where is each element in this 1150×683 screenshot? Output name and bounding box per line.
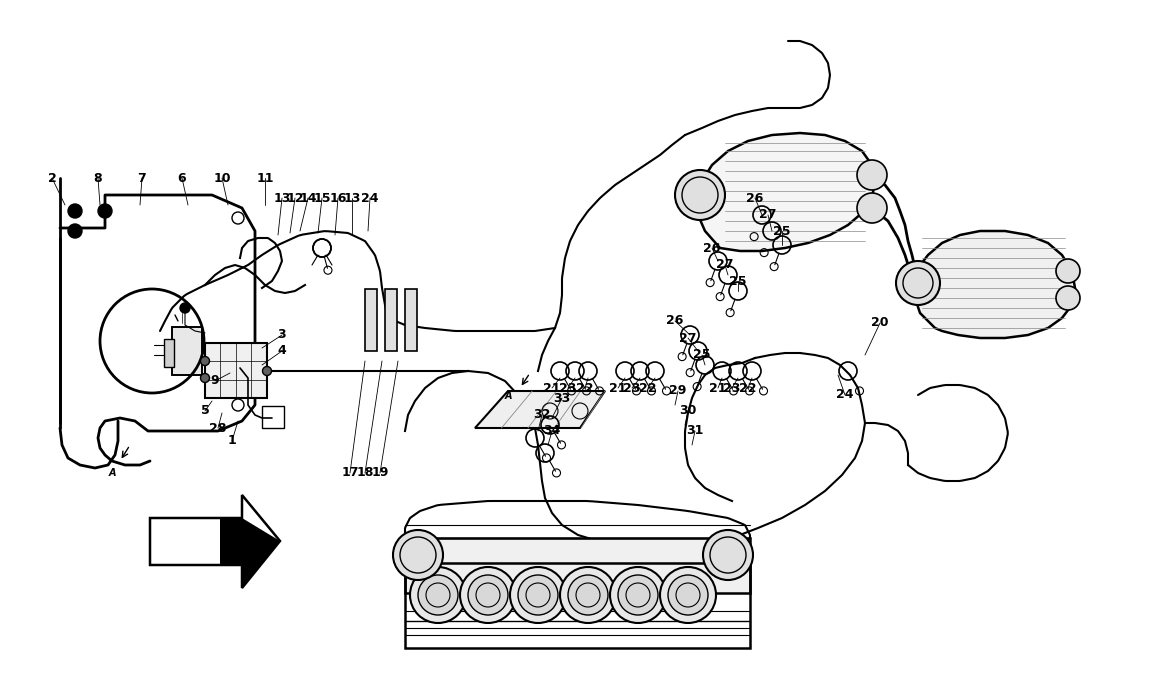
Bar <box>365 289 377 351</box>
Bar <box>172 327 202 375</box>
Circle shape <box>1056 259 1080 283</box>
Text: 24: 24 <box>361 191 378 204</box>
Circle shape <box>262 367 271 376</box>
Polygon shape <box>475 391 605 428</box>
Text: 11: 11 <box>256 171 274 184</box>
Text: 4: 4 <box>277 344 286 357</box>
Bar <box>164 339 174 367</box>
Text: 23: 23 <box>559 382 576 395</box>
Polygon shape <box>220 518 279 588</box>
Text: 29: 29 <box>669 385 687 398</box>
Text: 27: 27 <box>680 331 697 344</box>
Text: 18: 18 <box>356 466 374 479</box>
Circle shape <box>181 303 190 313</box>
Text: 1: 1 <box>228 434 237 447</box>
Circle shape <box>610 567 666 623</box>
Circle shape <box>518 575 558 615</box>
Polygon shape <box>698 133 875 251</box>
Text: A: A <box>108 468 116 478</box>
Text: 30: 30 <box>680 404 697 417</box>
Circle shape <box>200 374 209 382</box>
Text: 26: 26 <box>746 191 764 204</box>
Circle shape <box>618 575 658 615</box>
Circle shape <box>460 567 516 623</box>
Bar <box>205 343 267 398</box>
Bar <box>405 538 750 593</box>
Text: 7: 7 <box>138 171 146 184</box>
Circle shape <box>675 170 724 220</box>
Text: 17: 17 <box>342 466 359 479</box>
Text: 22: 22 <box>639 382 657 395</box>
Circle shape <box>393 530 443 580</box>
Circle shape <box>1056 286 1080 310</box>
Circle shape <box>68 204 82 218</box>
Circle shape <box>568 575 608 615</box>
Text: 31: 31 <box>687 425 704 438</box>
Text: 5: 5 <box>200 404 209 417</box>
Text: 25: 25 <box>729 275 746 288</box>
Circle shape <box>660 567 716 623</box>
Circle shape <box>896 261 940 305</box>
Text: 26: 26 <box>704 242 721 255</box>
Text: 21: 21 <box>710 382 727 395</box>
Text: 13: 13 <box>274 191 291 204</box>
Text: 26: 26 <box>666 314 684 328</box>
Polygon shape <box>150 495 279 588</box>
Circle shape <box>417 575 458 615</box>
Text: 23: 23 <box>623 382 641 395</box>
Text: 34: 34 <box>543 425 561 438</box>
Text: 20: 20 <box>872 316 889 329</box>
Circle shape <box>560 567 616 623</box>
Text: 15: 15 <box>313 191 331 204</box>
Circle shape <box>857 193 887 223</box>
Text: 16: 16 <box>329 191 346 204</box>
Text: 3: 3 <box>277 329 286 342</box>
Text: 9: 9 <box>210 374 220 387</box>
Text: 14: 14 <box>299 191 316 204</box>
Text: 12: 12 <box>286 191 304 204</box>
Circle shape <box>509 567 566 623</box>
Text: 22: 22 <box>576 382 593 395</box>
Circle shape <box>98 204 112 218</box>
Text: 27: 27 <box>759 208 776 221</box>
Circle shape <box>703 530 753 580</box>
Text: 28: 28 <box>209 421 227 434</box>
Text: 32: 32 <box>534 408 551 421</box>
Circle shape <box>668 575 708 615</box>
Bar <box>172 327 202 375</box>
Text: 27: 27 <box>716 258 734 272</box>
Circle shape <box>200 357 209 365</box>
Text: 13: 13 <box>344 191 361 204</box>
Polygon shape <box>915 231 1075 338</box>
Text: 2: 2 <box>47 171 56 184</box>
Bar <box>405 563 750 648</box>
Text: A: A <box>505 391 512 401</box>
Bar <box>262 406 284 428</box>
Circle shape <box>68 224 82 238</box>
Text: 19: 19 <box>371 466 389 479</box>
Text: 21: 21 <box>543 382 561 395</box>
Text: 21: 21 <box>610 382 627 395</box>
Text: 6: 6 <box>178 171 186 184</box>
Circle shape <box>857 160 887 190</box>
Bar <box>385 289 397 351</box>
Text: 33: 33 <box>553 391 570 404</box>
Text: 25: 25 <box>773 225 791 238</box>
Circle shape <box>411 567 466 623</box>
Text: 10: 10 <box>213 171 231 184</box>
Text: 25: 25 <box>693 348 711 361</box>
Text: 23: 23 <box>723 382 741 395</box>
Text: 8: 8 <box>93 171 102 184</box>
Circle shape <box>468 575 508 615</box>
Text: 24: 24 <box>836 389 853 402</box>
Bar <box>405 289 417 351</box>
Text: 22: 22 <box>739 382 757 395</box>
